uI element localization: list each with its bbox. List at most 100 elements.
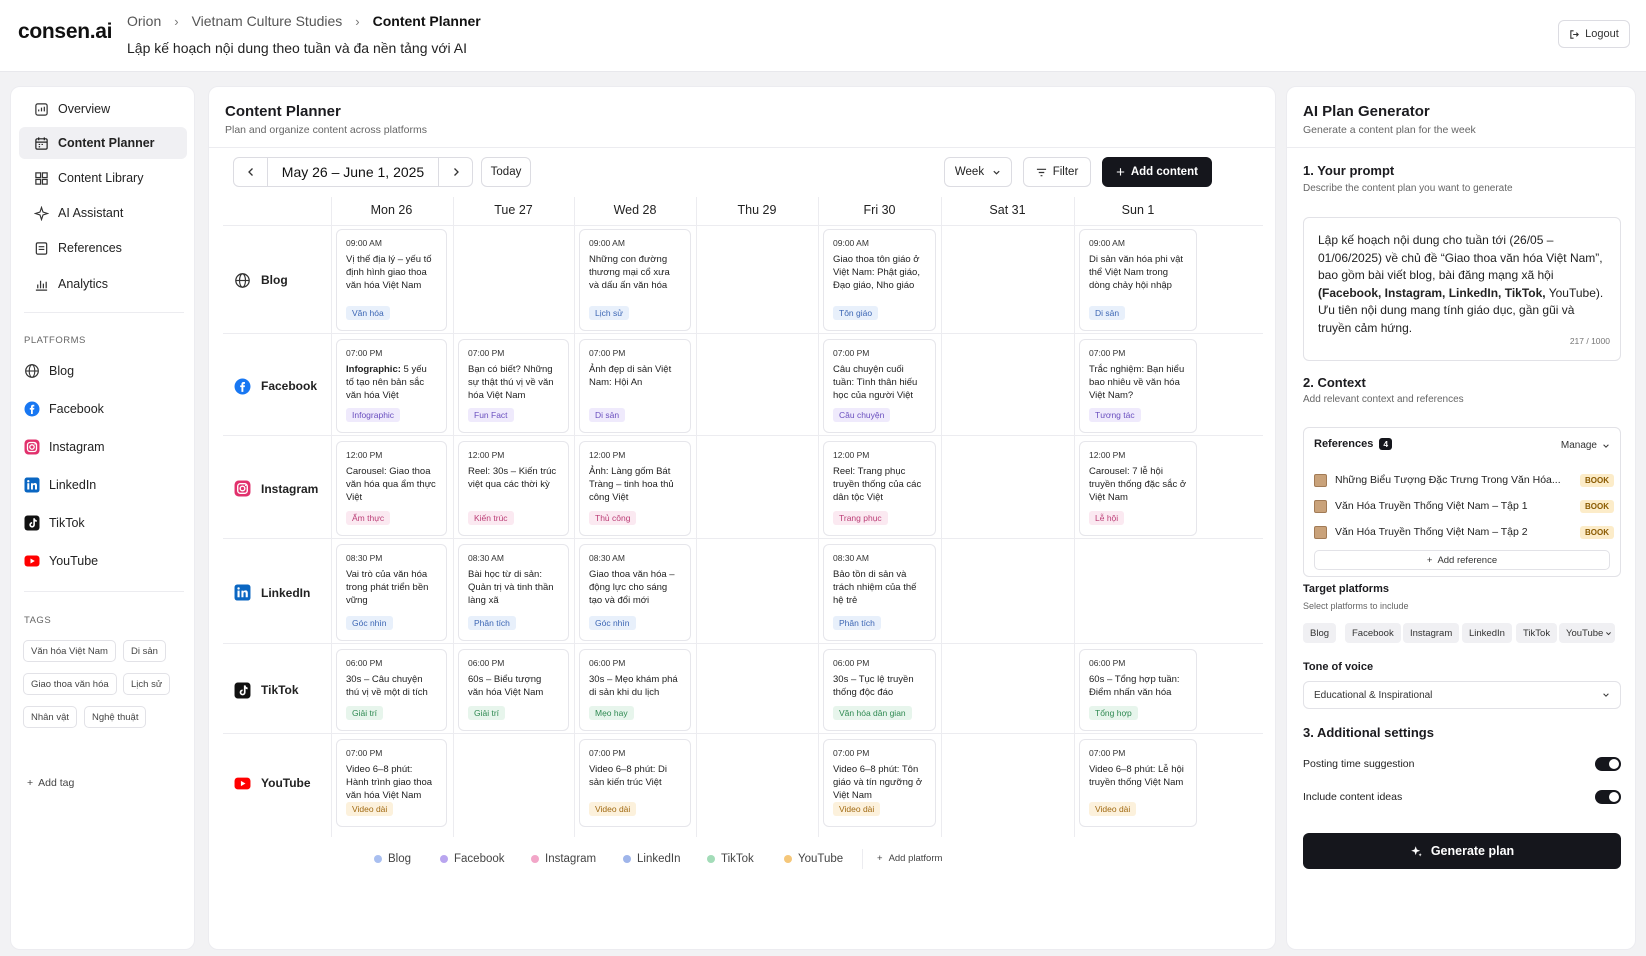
card-title: 30s – Câu chuyện thú vị về một di tích <box>346 674 437 700</box>
content-card[interactable]: 08:30 AM Bài học từ di sản: Quản trị và … <box>458 544 569 641</box>
tags-section-label: TAGS <box>24 615 52 626</box>
nav-content-planner[interactable]: Content Planner <box>19 127 187 159</box>
target-chip-blog[interactable]: Blog <box>1303 623 1337 643</box>
nav-analytics[interactable]: Analytics <box>19 268 187 300</box>
content-card[interactable]: 07:00 PM Video 6–8 phút: Tôn giáo và tín… <box>823 739 936 827</box>
breadcrumb-orion[interactable]: Orion <box>127 13 162 29</box>
content-card[interactable]: 12:00 PM Reel: 30s – Kiến trúc việt qua … <box>458 441 569 536</box>
logout-button[interactable]: Logout <box>1558 20 1630 48</box>
posting-time-toggle[interactable] <box>1595 757 1621 771</box>
legend-item-linkedin[interactable]: LinkedIn <box>623 853 680 865</box>
card-time: 08:30 AM <box>833 553 869 563</box>
content-card[interactable]: 06:00 PM 30s – Câu chuyện thú vị về một … <box>336 649 447 731</box>
tag-chip[interactable]: Lịch sử <box>123 673 171 695</box>
content-card[interactable]: 09:00 AM Vị thế địa lý – yếu tố định hìn… <box>336 229 447 331</box>
content-card[interactable]: 06:00 PM 60s – Tổng hợp tuần: Điểm nhấn … <box>1079 649 1197 731</box>
nav-references[interactable]: References <box>19 232 187 264</box>
legend-item-tiktok[interactable]: TikTok <box>707 853 754 865</box>
tag-chip[interactable]: Nhân vật <box>23 706 78 728</box>
target-chip-tiktok[interactable]: TikTok <box>1516 623 1558 643</box>
card-time: 07:00 PM <box>1089 748 1126 758</box>
content-card[interactable]: 07:00 PM Ảnh đẹp di sản Việt Nam: Hội An… <box>579 339 691 433</box>
content-card[interactable]: 08:30 AM Bảo tồn di sản và trách nhiệm c… <box>823 544 936 641</box>
prev-week-button[interactable] <box>234 158 268 186</box>
content-card[interactable]: 08:30 AM Giao thoa văn hóa – động lực ch… <box>579 544 691 641</box>
tag-chip[interactable]: Nghệ thuật <box>84 706 147 728</box>
tone-select[interactable]: Educational & Inspirational <box>1303 681 1621 709</box>
card-title: Giao thoa văn hóa – động lực cho sáng tạ… <box>589 569 681 607</box>
card-title: Ảnh đẹp di sản Việt Nam: Hội An <box>589 364 681 390</box>
card-title: Reel: 30s – Kiến trúc việt qua các thời … <box>468 466 559 492</box>
sidebar-platform-youtube[interactable]: YouTube <box>24 549 98 573</box>
add-reference-button[interactable]: + Add reference <box>1314 550 1610 570</box>
card-title-text: Giao thoa văn hóa – động lực cho sáng tạ… <box>589 569 675 606</box>
card-time: 08:30 PM <box>346 553 383 563</box>
tag-chip[interactable]: Giao thoa văn hóa <box>23 673 117 695</box>
content-card[interactable]: 06:00 PM 60s – Biểu tượng văn hóa Việt N… <box>458 649 569 731</box>
content-card[interactable]: 09:00 AM Những con đường thương mại cổ x… <box>579 229 691 331</box>
content-card[interactable]: 07:00 PM Câu chuyện cuối tuần: Tình thân… <box>823 339 936 433</box>
legend-item-facebook[interactable]: Facebook <box>440 853 505 865</box>
legend-item-blog[interactable]: Blog <box>374 853 411 865</box>
nav-content-library[interactable]: Content Library <box>19 162 187 194</box>
content-card[interactable]: 12:00 PM Carousel: Giao thoa văn hóa qua… <box>336 441 447 536</box>
content-card[interactable]: 07:00 PM Video 6–8 phút: Lễ hội truyền t… <box>1079 739 1197 827</box>
add-content-button[interactable]: + Add content <box>1102 157 1212 187</box>
nav-ai-assistant[interactable]: AI Assistant <box>19 197 187 229</box>
content-card[interactable]: 07:00 PM Video 6–8 phút: Di sản kiến trú… <box>579 739 691 827</box>
content-card[interactable]: 09:00 AM Di sản văn hóa phi vật thể Việt… <box>1079 229 1197 331</box>
legend-item-instagram[interactable]: Instagram <box>531 853 596 865</box>
filter-button[interactable]: Filter <box>1023 157 1091 187</box>
legend-item-youtube[interactable]: YouTube <box>784 853 843 865</box>
content-ideas-toggle[interactable] <box>1595 790 1621 804</box>
prompt-textarea[interactable]: Lập kế hoạch nội dung cho tuần tới (26/0… <box>1303 217 1621 361</box>
view-select[interactable]: Week <box>944 157 1012 187</box>
card-title: Bài học từ di sản: Quản trị và tinh thần… <box>468 569 559 607</box>
sidebar-platform-linkedin[interactable]: LinkedIn <box>24 473 96 497</box>
sidebar-platform-label: Blog <box>49 364 75 378</box>
target-chip-facebook[interactable]: Facebook <box>1345 623 1401 643</box>
content-card[interactable]: 07:00 PM Bạn có biết? Những sự thật thú … <box>458 339 569 433</box>
content-card[interactable]: 07:00 PM Infographic: 5 yếu tố tạo nên b… <box>336 339 447 433</box>
sidebar-platform-facebook[interactable]: Facebook <box>24 397 104 421</box>
generate-plan-button[interactable]: Generate plan <box>1303 833 1621 869</box>
content-card[interactable]: 08:30 PM Vai trò của văn hóa trong phát … <box>336 544 447 641</box>
prompt-section-title: 1. Your prompt <box>1303 163 1395 178</box>
sidebar-platform-tiktok[interactable]: TikTok <box>24 511 85 535</box>
content-card[interactable]: 07:00 PM Video 6–8 phút: Hành trình giao… <box>336 739 447 827</box>
card-tag-badge: Văn hóa dân gian <box>833 706 912 720</box>
content-card[interactable]: 12:00 PM Ảnh: Làng gốm Bát Tràng – tinh … <box>579 441 691 536</box>
nav-overview[interactable]: Overview <box>19 93 187 125</box>
content-card[interactable]: 09:00 AM Giao thoa tôn giáo ở Việt Nam: … <box>823 229 936 331</box>
facebook-icon <box>24 401 40 417</box>
logo[interactable]: consen.ai <box>18 20 113 43</box>
reference-item[interactable]: Văn Hóa Truyền Thống Việt Nam – Tập 1 BO… <box>1314 496 1614 516</box>
tag-chip[interactable]: Văn hóa Việt Nam <box>23 640 116 662</box>
tag-chip[interactable]: Di sản <box>123 640 166 662</box>
content-card[interactable]: 12:00 PM Reel: Trang phục truyền thống c… <box>823 441 936 536</box>
breadcrumb-project[interactable]: Vietnam Culture Studies <box>191 13 343 29</box>
manage-references-button[interactable]: Manage <box>1561 440 1610 451</box>
target-chip-instagram[interactable]: Instagram <box>1403 623 1460 643</box>
legend-dot <box>707 855 715 863</box>
content-card[interactable]: 07:00 PM Trắc nghiệm: Bạn hiểu bao nhiêu… <box>1079 339 1197 433</box>
add-tag-button[interactable]: + Add tag <box>27 777 74 789</box>
sidebar-platform-instagram[interactable]: Instagram <box>24 435 105 459</box>
today-button[interactable]: Today <box>481 157 531 187</box>
content-ideas-setting: Include content ideas <box>1303 790 1621 804</box>
card-title: Bạn có biết? Những sự thật thú vị về văn… <box>468 364 559 402</box>
context-section-title: 2. Context <box>1303 375 1366 390</box>
target-chip-linkedin[interactable]: LinkedIn <box>1462 623 1512 643</box>
reference-item[interactable]: Văn Hóa Truyền Thống Việt Nam – Tập 2 BO… <box>1314 522 1614 542</box>
next-week-button[interactable] <box>438 158 472 186</box>
content-card[interactable]: 06:00 PM 30s – Mẹo khám phá di sản khi d… <box>579 649 691 731</box>
add-platform-button[interactable]: + Add platform <box>877 853 942 864</box>
reference-title: Văn Hóa Truyền Thống Việt Nam – Tập 2 <box>1335 526 1528 538</box>
reference-item[interactable]: Những Biểu Tượng Đặc Trưng Trong Văn Hóa… <box>1314 470 1614 490</box>
add-content-label: Add content <box>1130 166 1198 178</box>
content-card[interactable]: 12:00 PM Carousel: 7 lễ hội truyền thống… <box>1079 441 1197 536</box>
sidebar-platform-blog[interactable]: Blog <box>24 359 74 383</box>
instagram-icon <box>24 439 40 455</box>
target-chip-youtube[interactable]: YouTube <box>1559 623 1616 643</box>
content-card[interactable]: 06:00 PM 30s – Tục lệ truyền thống độc đ… <box>823 649 936 731</box>
